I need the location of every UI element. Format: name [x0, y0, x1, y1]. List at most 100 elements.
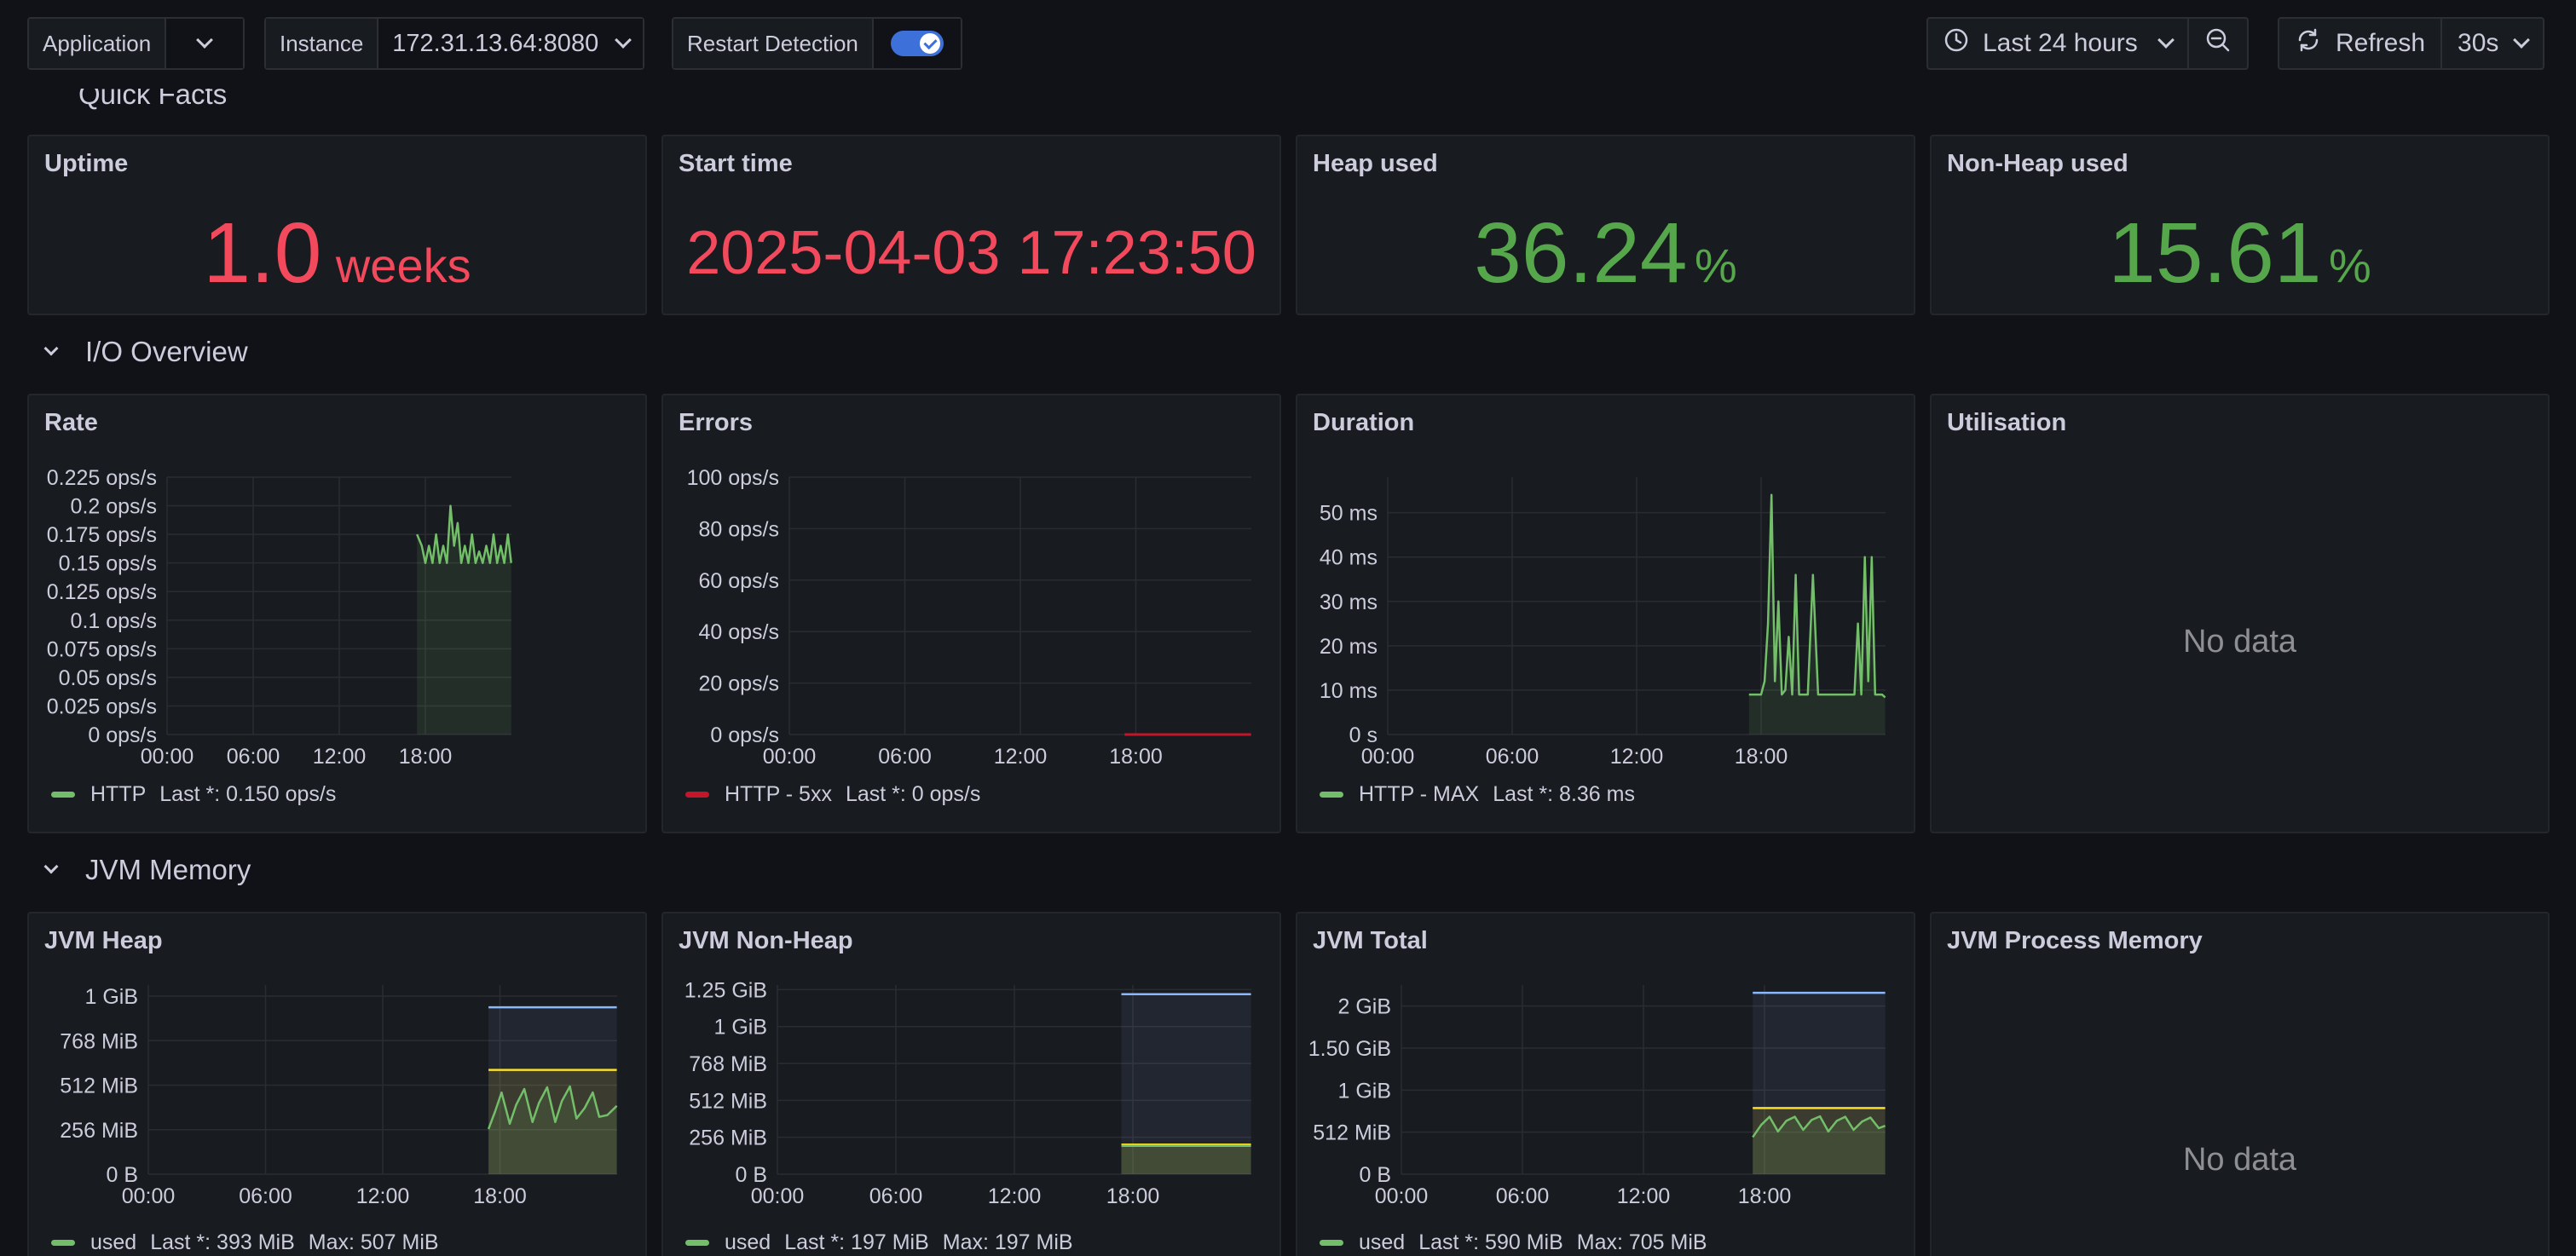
x-tick-label: 00:00	[141, 745, 194, 769]
chart-legend[interactable]: used Last *: 197 MiB Max: 197 MiB	[685, 1230, 1073, 1255]
panel-jvm-nonheap[interactable]: JVM Non-Heap 0 B 256 MiB 512 MiB 768 MiB 1 G…	[661, 912, 1281, 1256]
row-jvm-memory[interactable]: JVM Memory	[27, 854, 251, 886]
y-tick-label: 768 MiB	[689, 1052, 767, 1076]
panel-heap-used[interactable]: Heap used 36.24 %	[1296, 135, 1915, 315]
series-area-used	[1753, 1116, 1886, 1174]
clock-icon	[1944, 27, 1969, 60]
y-tick-label: 40 ms	[1320, 546, 1378, 570]
y-tick-label: 10 ms	[1320, 679, 1378, 703]
y-tick-label: 0.075 ops/s	[47, 637, 157, 661]
chevron-down-icon	[2513, 32, 2531, 49]
y-tick-label: 0.225 ops/s	[47, 466, 157, 490]
time-range-label: Last 24 hours	[1983, 29, 2138, 57]
chart-legend[interactable]: used Last *: 393 MiB Max: 507 MiB	[51, 1230, 439, 1255]
refresh-interval-picker[interactable]: 30s	[2442, 19, 2543, 68]
x-tick-label: 06:00	[1496, 1184, 1550, 1208]
x-tick-label: 06:00	[227, 745, 280, 769]
y-tick-label: 0.1 ops/s	[71, 609, 157, 633]
panel-uptime[interactable]: Uptime 1.0 weeks	[27, 135, 647, 315]
panel-rate[interactable]: Rate 0 ops/s 0.025 ops/s 0.05 ops/s 0.075 o…	[27, 394, 647, 833]
x-tick-label: 06:00	[878, 745, 932, 769]
chart-legend[interactable]: HTTP - 5xx Last *: 0 ops/s	[685, 782, 980, 807]
y-tick-label: 100 ops/s	[687, 466, 779, 490]
x-tick-label: 00:00	[751, 1184, 805, 1208]
toggle-switch[interactable]	[890, 31, 944, 56]
chevron-down-icon	[615, 32, 632, 49]
panel-title: JVM Non-Heap	[679, 927, 853, 954]
panel-title: JVM Heap	[44, 927, 163, 954]
panel-title: Errors	[679, 409, 754, 436]
series-area-http	[417, 505, 511, 735]
errors-chart: 0 ops/s 20 ops/s 40 ops/s 60 ops/s 80 ops/s 1…	[687, 466, 1251, 769]
y-tick-label: 1.25 GiB	[684, 978, 767, 1002]
chart-legend[interactable]: used Last *: 590 MiB Max: 705 MiB	[1320, 1230, 1707, 1255]
application-variable[interactable]: Application	[27, 17, 245, 70]
restart-detection-variable[interactable]: Restart Detection	[672, 17, 962, 70]
panel-duration[interactable]: Duration 0 s 10 ms 20 ms 30 ms 40 ms 50 ms 00:…	[1296, 394, 1915, 833]
check-icon	[919, 33, 940, 54]
instance-label: Instance	[266, 19, 379, 68]
y-tick-label: 20 ms	[1320, 635, 1378, 659]
y-tick-label: 0 B	[106, 1163, 138, 1187]
series-line-http	[416, 504, 512, 564]
panel-start-time[interactable]: Start time 2025-04-03 17:23:50	[661, 135, 1281, 315]
x-tick-label: 06:00	[869, 1184, 923, 1208]
x-tick-label: 18:00	[473, 1184, 527, 1208]
uptime-unit: weeks	[335, 239, 471, 292]
panel-jvm-heap[interactable]: JVM Heap 0 B 256 MiB 512 MiB 768 MiB 1 GiB 00…	[27, 912, 647, 1256]
y-tick-label: 0 s	[1349, 723, 1378, 747]
x-tick-label: 00:00	[1361, 745, 1415, 769]
series-area-max	[488, 1007, 617, 1174]
refresh-button[interactable]: Refresh	[2279, 19, 2443, 68]
panel-errors[interactable]: Errors 0 ops/s 20 ops/s 40 ops/s 60 ops/s 80…	[661, 394, 1281, 833]
panel-jvm-total[interactable]: JVM Total 0 B 512 MiB 1 GiB 1.50 GiB 2 GiB 00…	[1296, 912, 1915, 1256]
y-tick-label: 0.2 ops/s	[71, 495, 157, 519]
application-select[interactable]	[166, 19, 244, 68]
nonheap-used-unit: %	[2328, 239, 2371, 292]
panel-nonheap-used[interactable]: Non-Heap used 15.61 %	[1930, 135, 2550, 315]
instance-variable[interactable]: Instance 172.31.13.64:8080	[264, 17, 645, 70]
panel-title: Duration	[1313, 409, 1415, 436]
instance-select[interactable]: 172.31.13.64:8080	[378, 19, 644, 68]
series-area-used	[1121, 1145, 1251, 1174]
rate-chart: 0 ops/s 0.025 ops/s 0.05 ops/s 0.075 ops/s 0…	[47, 466, 512, 769]
y-tick-label: 512 MiB	[1313, 1121, 1391, 1145]
legend-max-value: Max: 705 MiB	[1576, 1230, 1707, 1254]
row-io-overview[interactable]: I/O Overview	[27, 336, 248, 368]
y-tick-label: 0 B	[1359, 1163, 1391, 1187]
stat-value: 2025-04-03 17:23:50	[663, 218, 1279, 288]
chart-legend[interactable]: HTTP Last *: 0.150 ops/s	[51, 782, 336, 807]
y-tick-label: 0.125 ops/s	[47, 580, 157, 604]
series-area-max	[1121, 994, 1251, 1174]
series-area-committed	[1753, 1108, 1886, 1174]
panel-jvm-process-memory[interactable]: JVM Process Memory No data	[1930, 912, 2550, 1256]
chart-legend[interactable]: HTTP - MAX Last *: 8.36 ms	[1320, 782, 1635, 807]
y-tick-label: 0.175 ops/s	[47, 523, 157, 547]
y-tick-label: 256 MiB	[60, 1119, 138, 1143]
x-tick-label: 00:00	[122, 1184, 176, 1208]
jvm-total-chart: 0 B 512 MiB 1 GiB 1.50 GiB 2 GiB 00:00 06:00 12…	[1308, 985, 1886, 1208]
y-tick-label: 1 GiB	[713, 1016, 767, 1040]
stat-value: 15.61 %	[1932, 205, 2548, 302]
time-range-picker[interactable]: Last 24 hours	[1928, 19, 2189, 68]
series-line-http-max	[1748, 493, 1886, 699]
application-label: Application	[29, 19, 167, 68]
y-tick-label: 2 GiB	[1337, 995, 1391, 1019]
series-line-used	[487, 1085, 618, 1130]
panel-utilisation[interactable]: Utilisation No data	[1930, 394, 2550, 833]
x-tick-label: 00:00	[763, 745, 817, 769]
panel-title: JVM Process Memory	[1947, 927, 2203, 954]
y-tick-label: 0 ops/s	[88, 723, 157, 747]
x-tick-label: 12:00	[1617, 1184, 1671, 1208]
start-time-value: 2025-04-03 17:23:50	[686, 219, 1256, 287]
panel-title: Heap used	[1313, 150, 1438, 177]
refresh-label: Refresh	[2336, 29, 2426, 57]
y-tick-label: 768 MiB	[60, 1029, 138, 1053]
no-data-message: No data	[2182, 1142, 2297, 1178]
panel-title: JVM Total	[1313, 927, 1428, 954]
legend-swatch	[51, 792, 75, 798]
chevron-down-icon	[43, 859, 59, 874]
zoom-out-button[interactable]	[2189, 19, 2247, 68]
legend-swatch	[1320, 1240, 1343, 1246]
restart-detection-toggle[interactable]	[873, 19, 961, 68]
